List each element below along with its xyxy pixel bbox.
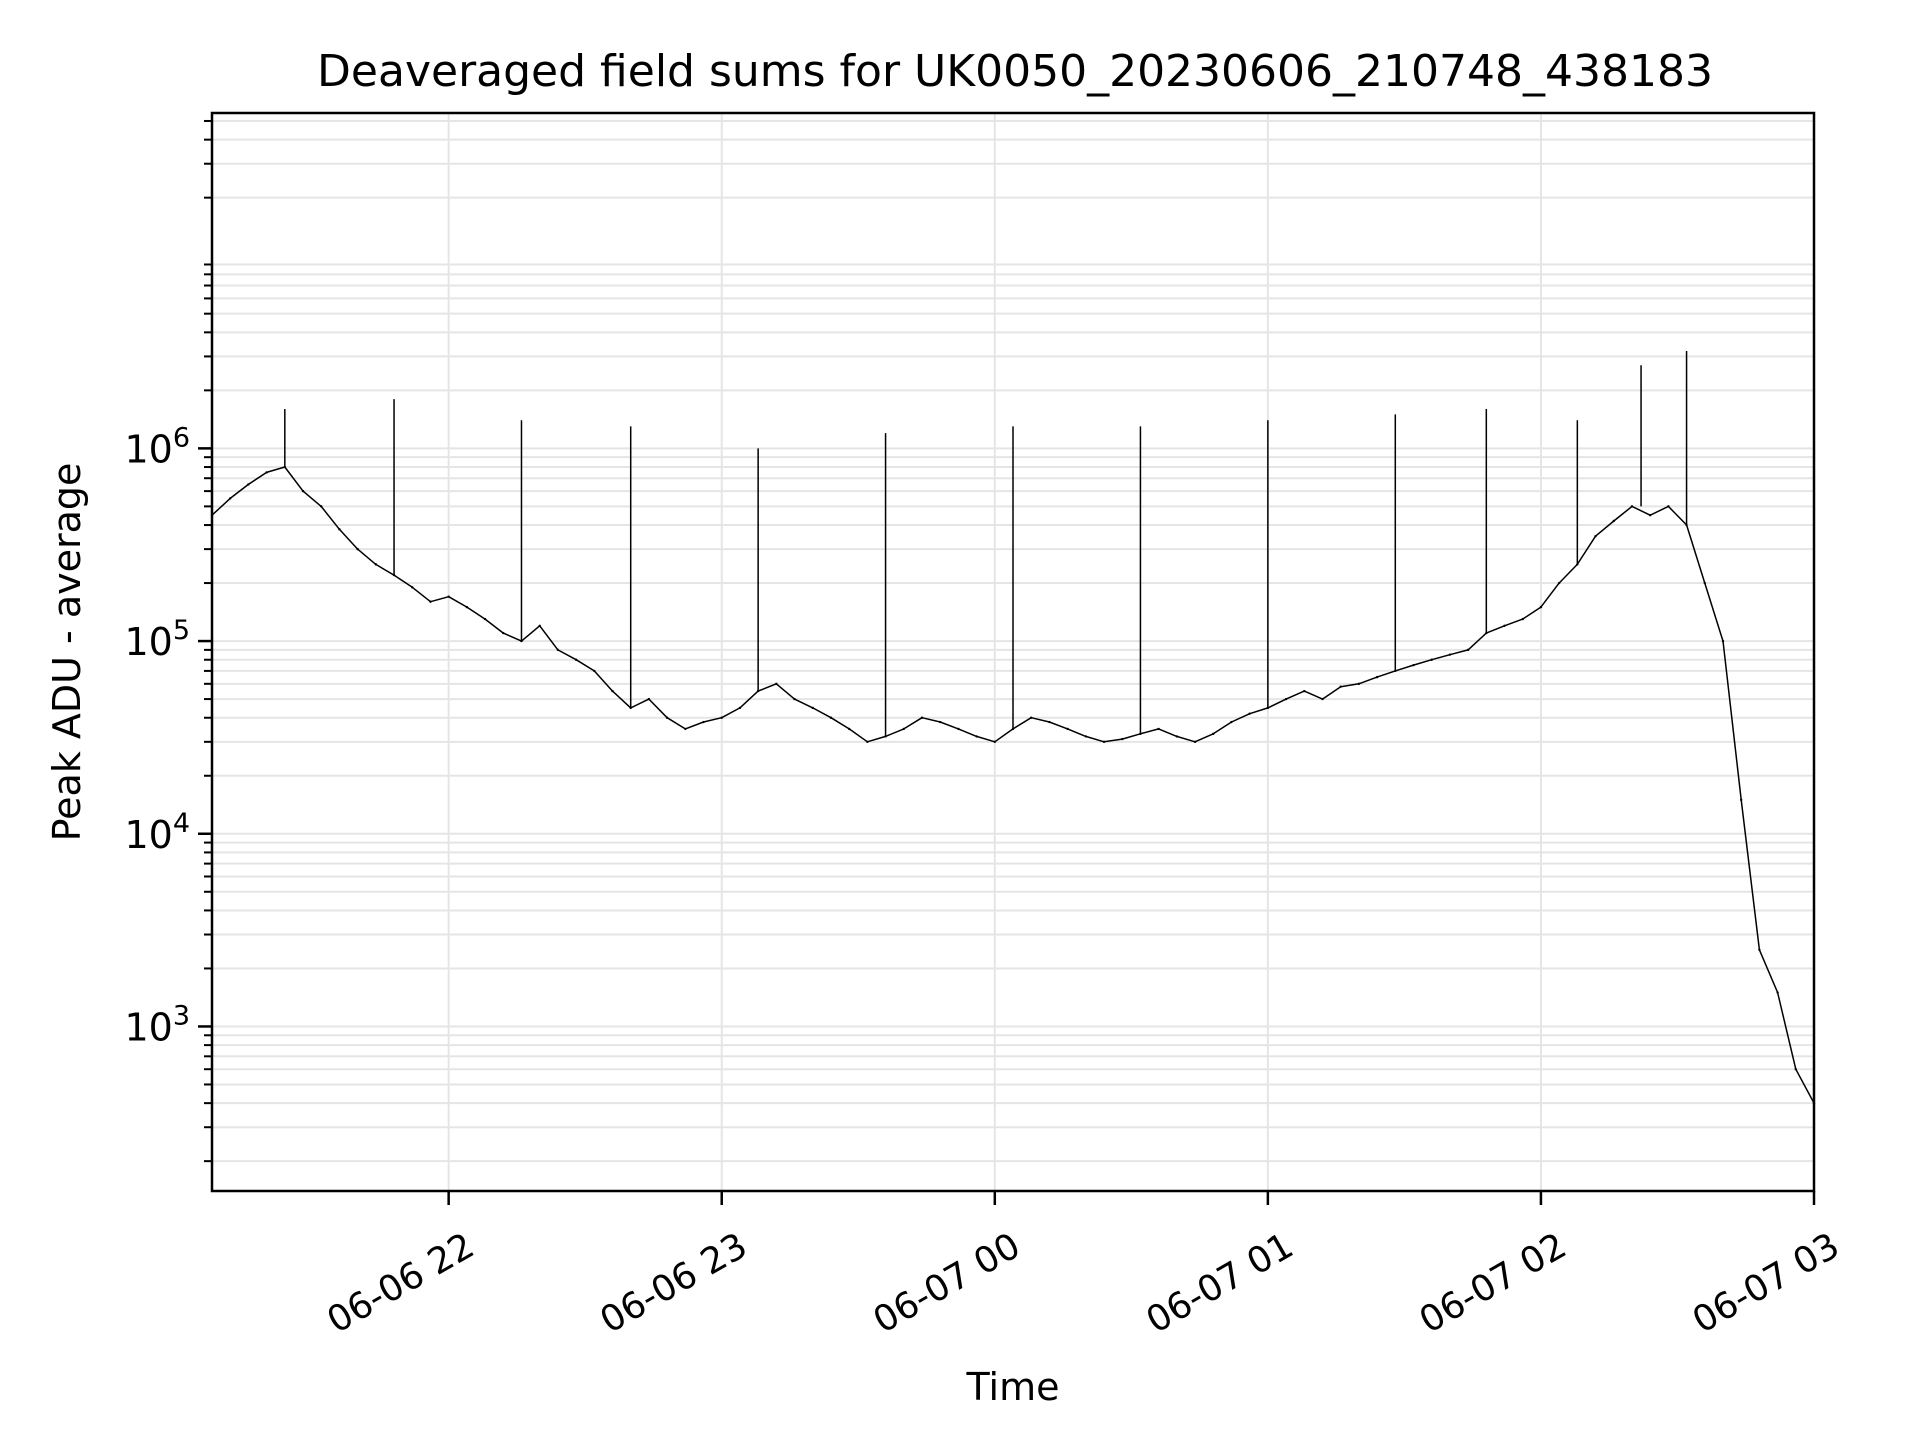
data-point bbox=[1284, 697, 1288, 701]
series-layer bbox=[210, 351, 1816, 1105]
data-point bbox=[429, 600, 432, 603]
data-point bbox=[993, 740, 996, 744]
data-point bbox=[847, 727, 851, 731]
data-point bbox=[556, 648, 560, 652]
data-point bbox=[356, 547, 359, 551]
data-point bbox=[1594, 535, 1597, 538]
data-point bbox=[1667, 505, 1670, 508]
data-point bbox=[1303, 689, 1306, 693]
data-point bbox=[538, 624, 541, 628]
data-point bbox=[1193, 740, 1197, 744]
plot-frame bbox=[210, 111, 1816, 1193]
data-point bbox=[247, 483, 250, 486]
data-point bbox=[1230, 720, 1233, 724]
data-point bbox=[1557, 581, 1561, 585]
data-point bbox=[702, 720, 705, 724]
data-point bbox=[1030, 716, 1033, 719]
data-point bbox=[793, 697, 796, 701]
data-point bbox=[1721, 639, 1725, 643]
data-point bbox=[1539, 605, 1543, 609]
data-point bbox=[1357, 682, 1361, 686]
data-point bbox=[1430, 658, 1433, 661]
data-point bbox=[1121, 737, 1124, 741]
chart-title: Deaveraged field sums for UK0050_2023060… bbox=[317, 46, 1713, 97]
data-point bbox=[902, 727, 905, 731]
data-point bbox=[1339, 685, 1342, 688]
data-point bbox=[811, 706, 814, 710]
y-tick-label: 105 bbox=[124, 615, 190, 664]
data-point bbox=[411, 586, 414, 589]
data-point bbox=[1084, 735, 1088, 738]
data-point bbox=[593, 669, 596, 673]
data-point bbox=[647, 697, 651, 701]
data-point bbox=[938, 720, 942, 724]
data-point bbox=[1758, 948, 1761, 951]
y-tick-label: 106 bbox=[124, 422, 190, 471]
y-tick-label: 103 bbox=[124, 1000, 190, 1049]
y-axis-label: Peak ADU - average bbox=[45, 463, 89, 842]
data-point bbox=[1466, 648, 1470, 652]
data-point bbox=[1248, 712, 1251, 715]
data-point bbox=[957, 727, 960, 731]
data-point bbox=[338, 528, 341, 531]
data-point bbox=[1448, 653, 1452, 656]
data-point bbox=[1375, 675, 1379, 679]
data-point bbox=[1630, 505, 1634, 508]
data-point bbox=[611, 689, 614, 693]
data-point bbox=[1703, 581, 1706, 585]
data-point bbox=[320, 505, 323, 508]
data-point bbox=[1048, 720, 1051, 724]
data-point bbox=[920, 716, 924, 719]
data-point bbox=[447, 595, 450, 598]
data-point bbox=[502, 631, 505, 635]
x-axis-label: Time bbox=[966, 1365, 1060, 1409]
data-point bbox=[265, 471, 268, 474]
data-point bbox=[720, 716, 723, 719]
data-point bbox=[465, 605, 469, 609]
data-point bbox=[229, 497, 232, 500]
data-point bbox=[1412, 663, 1415, 667]
data-point bbox=[775, 682, 778, 686]
data-point bbox=[1157, 727, 1160, 731]
data-point bbox=[975, 735, 978, 738]
data-point bbox=[483, 617, 487, 621]
data-point bbox=[1175, 735, 1179, 738]
data-point bbox=[374, 563, 378, 566]
data-point bbox=[684, 727, 687, 731]
data-point bbox=[665, 716, 669, 719]
data-point bbox=[829, 716, 833, 719]
data-point bbox=[1503, 624, 1506, 628]
data-point bbox=[1521, 617, 1524, 621]
data-point bbox=[1066, 727, 1069, 731]
data-point bbox=[1102, 740, 1106, 744]
data-point bbox=[866, 740, 869, 744]
data-point bbox=[574, 658, 578, 661]
data-point bbox=[1321, 697, 1324, 701]
data-point bbox=[1794, 1068, 1797, 1071]
data-point bbox=[301, 489, 305, 493]
data-point bbox=[1776, 991, 1779, 994]
data-point bbox=[1739, 798, 1743, 802]
data-point bbox=[1612, 519, 1615, 523]
y-tick-label: 104 bbox=[124, 808, 190, 857]
data-point bbox=[1212, 732, 1215, 736]
data-point bbox=[738, 706, 742, 710]
data-point bbox=[1648, 513, 1652, 517]
